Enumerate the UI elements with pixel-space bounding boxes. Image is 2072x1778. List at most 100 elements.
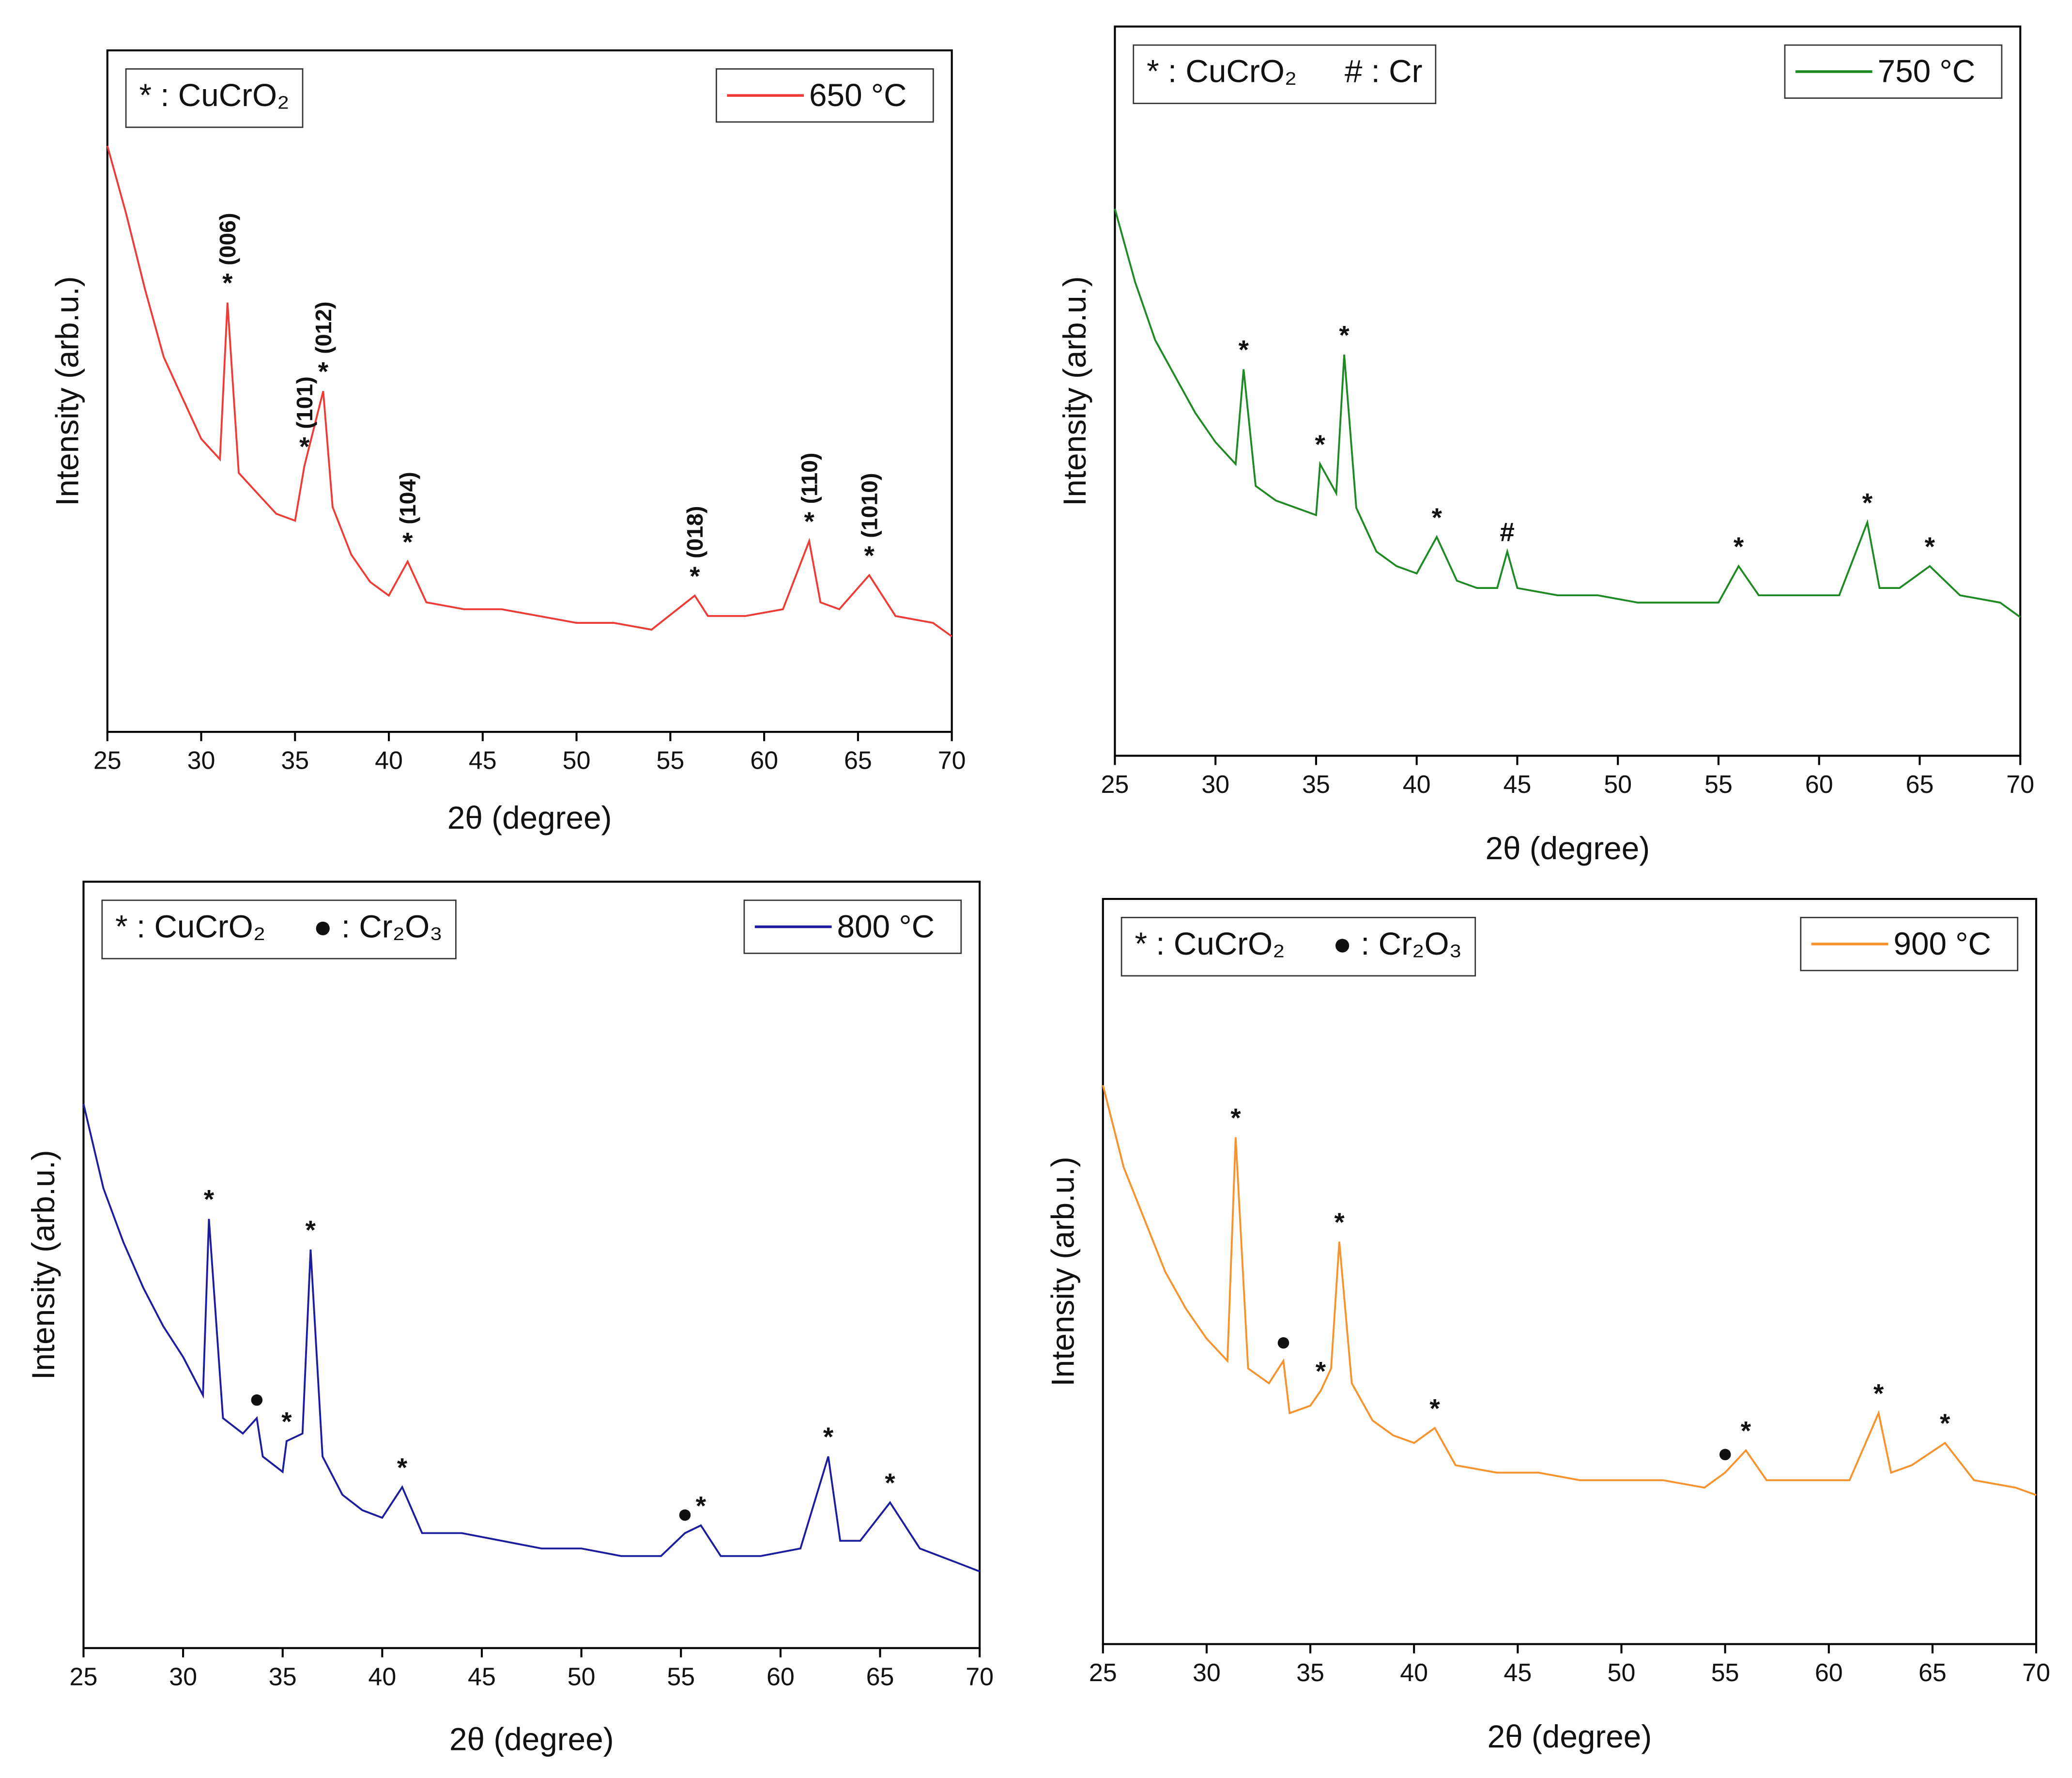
peak-marker: * — [1239, 334, 1249, 364]
x-tick-label: 35 — [1302, 771, 1330, 799]
phase-key-label: * : CuCrO₂ — [115, 909, 265, 944]
peak-hkl: (012) — [311, 301, 336, 354]
x-tick-label: 70 — [2006, 771, 2034, 799]
peak-marker: * — [1315, 429, 1326, 459]
phase-key-label: * : CuCrO₂ — [139, 77, 289, 113]
legend: 900 °C — [1800, 916, 2019, 972]
x-tick-label: 50 — [568, 1663, 596, 1691]
peak-marker: * — [864, 541, 875, 571]
peak-marker: * — [281, 1407, 292, 1437]
phase-key: * : CuCrO₂ ● : Cr₂O₃ — [1120, 916, 1476, 977]
phase-key-label: * : CuCrO₂ — [1147, 54, 1297, 89]
peak-marker: * — [1316, 1356, 1326, 1386]
x-tick-label: 30 — [169, 1663, 197, 1691]
plot-frame — [106, 49, 953, 733]
peak-marker: * — [204, 1184, 215, 1214]
x-tick-label: 45 — [1504, 771, 1532, 799]
peak-marker: * — [885, 1468, 895, 1498]
peak-marker: * — [1925, 531, 1935, 561]
plot-frame — [1102, 897, 2038, 1645]
xrd-trace — [82, 1103, 980, 1573]
peak-hkl: (1010) — [857, 473, 882, 538]
peak-marker: * — [1334, 1207, 1345, 1237]
x-tick-label: 60 — [750, 747, 778, 775]
x-axis-label: 2θ (degree) — [447, 800, 612, 835]
x-tick-label: 65 — [1919, 1659, 1947, 1687]
peak-marker: * — [804, 506, 814, 536]
x-tick-label: 50 — [1608, 1659, 1636, 1687]
y-axis-label: Intensity (arb.u.) — [1045, 1157, 1081, 1387]
x-tick-label: 40 — [1400, 1659, 1428, 1687]
xrd-trace — [1114, 208, 2021, 618]
x-tick-label: 65 — [844, 747, 872, 775]
x-tick-label: 55 — [1711, 1659, 1739, 1687]
peak-marker: * — [1873, 1378, 1884, 1408]
peak-marker: * — [222, 268, 233, 298]
x-tick-label: 70 — [938, 747, 966, 775]
x-tick-label: 35 — [269, 1663, 297, 1691]
x-tick-label: 50 — [1604, 771, 1632, 799]
peak-marker: ● — [1717, 1438, 1733, 1468]
peak-marker: ● — [1275, 1326, 1291, 1356]
peak-marker: * — [690, 561, 700, 591]
x-tick-label: 70 — [2022, 1659, 2050, 1687]
peak-hkl: (018) — [682, 506, 707, 558]
x-tick-label: 60 — [1805, 771, 1833, 799]
phase-key-box — [1120, 916, 1476, 977]
peak-marker: * — [1339, 320, 1350, 350]
peak-hkl: (110) — [797, 452, 822, 504]
legend: 650 °C — [716, 68, 934, 123]
legend-label: 750 °C — [1878, 54, 1976, 89]
phase-key: * : CuCrO₂ ● : Cr₂O₃ — [101, 899, 457, 959]
phase-key-label: ● : Cr₂O₃ — [313, 909, 443, 944]
phase-key-box — [101, 899, 457, 959]
x-tick-label: 70 — [966, 1663, 994, 1691]
peak-hkl: (104) — [395, 472, 420, 525]
peak-marker: * — [1862, 488, 1873, 518]
peak-hkl: (006) — [215, 213, 240, 265]
phase-key-label: ● : Cr₂O₃ — [1333, 926, 1462, 961]
peak-marker: * — [1734, 531, 1744, 561]
peak-marker: * — [397, 1453, 408, 1483]
x-tick-label: 30 — [1201, 771, 1229, 799]
legend-label: 800 °C — [837, 909, 935, 944]
x-tick-label: 45 — [468, 1663, 496, 1691]
plot-frame — [1114, 25, 2022, 757]
x-tick-label: 25 — [70, 1663, 98, 1691]
legend-label: 650 °C — [809, 77, 907, 113]
peak-marker: * — [1940, 1408, 1950, 1438]
peak-marker: ● — [677, 1498, 693, 1528]
x-tick-label: 55 — [667, 1663, 695, 1691]
peak-marker: * — [318, 356, 329, 387]
peak-marker: * — [299, 431, 310, 461]
x-tick-label: 65 — [866, 1663, 894, 1691]
xrd-trace — [106, 145, 952, 637]
x-tick-label: 45 — [469, 747, 497, 775]
x-tick-label: 35 — [281, 747, 309, 775]
x-tick-label: 45 — [1504, 1659, 1532, 1687]
x-tick-label: 30 — [187, 747, 215, 775]
legend-label: 900 °C — [1893, 926, 1991, 961]
peak-marker: * — [823, 1422, 834, 1452]
phase-key: * : CuCrO₂ # : Cr — [1133, 44, 1437, 104]
x-tick-label: 35 — [1296, 1659, 1324, 1687]
peak-marker: * — [1429, 1393, 1440, 1423]
peak-marker: ● — [249, 1383, 265, 1413]
x-tick-label: 55 — [1704, 771, 1733, 799]
legend: 750 °C — [1784, 44, 2003, 99]
x-tick-label: 30 — [1193, 1659, 1221, 1687]
x-axis-label: 2θ (degree) — [1486, 831, 1650, 866]
xrd-trace — [1102, 1085, 2037, 1496]
x-tick-label: 40 — [368, 1663, 396, 1691]
x-axis-label: 2θ (degree) — [449, 1722, 614, 1757]
peak-marker: * — [1230, 1102, 1241, 1132]
x-tick-label: 60 — [767, 1663, 795, 1691]
x-tick-label: 60 — [1815, 1659, 1843, 1687]
x-tick-label: 65 — [1906, 771, 1934, 799]
x-tick-label: 40 — [1403, 771, 1431, 799]
phase-key-box — [1133, 44, 1437, 104]
x-tick-label: 25 — [93, 747, 122, 775]
x-tick-label: 25 — [1089, 1659, 1117, 1687]
